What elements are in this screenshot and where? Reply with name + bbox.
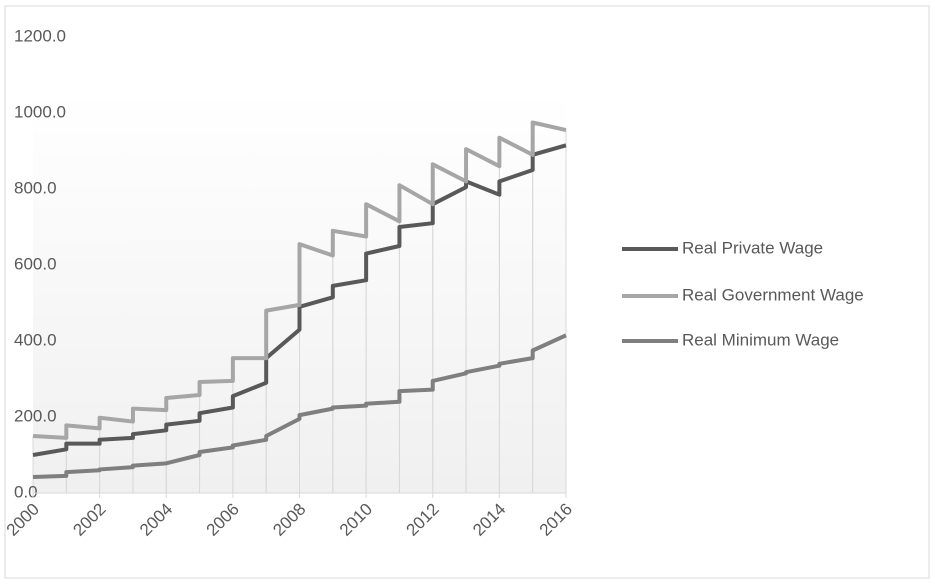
- y-tick-label: 0.0: [14, 482, 38, 501]
- y-tick-label: 400.0: [14, 330, 57, 349]
- legend-label: Real Minimum Wage: [682, 330, 839, 349]
- y-tick-label: 200.0: [14, 406, 57, 425]
- y-tick-label: 600.0: [14, 254, 57, 273]
- y-tick-label: 1200.0: [14, 26, 66, 45]
- y-tick-label: 800.0: [14, 178, 57, 197]
- series-line: [32, 120, 567, 440]
- series-line: [32, 333, 567, 480]
- legend-label: Real Private Wage: [682, 238, 823, 257]
- legend-label: Real Government Wage: [682, 285, 864, 304]
- y-tick-label: 1000.0: [14, 102, 66, 121]
